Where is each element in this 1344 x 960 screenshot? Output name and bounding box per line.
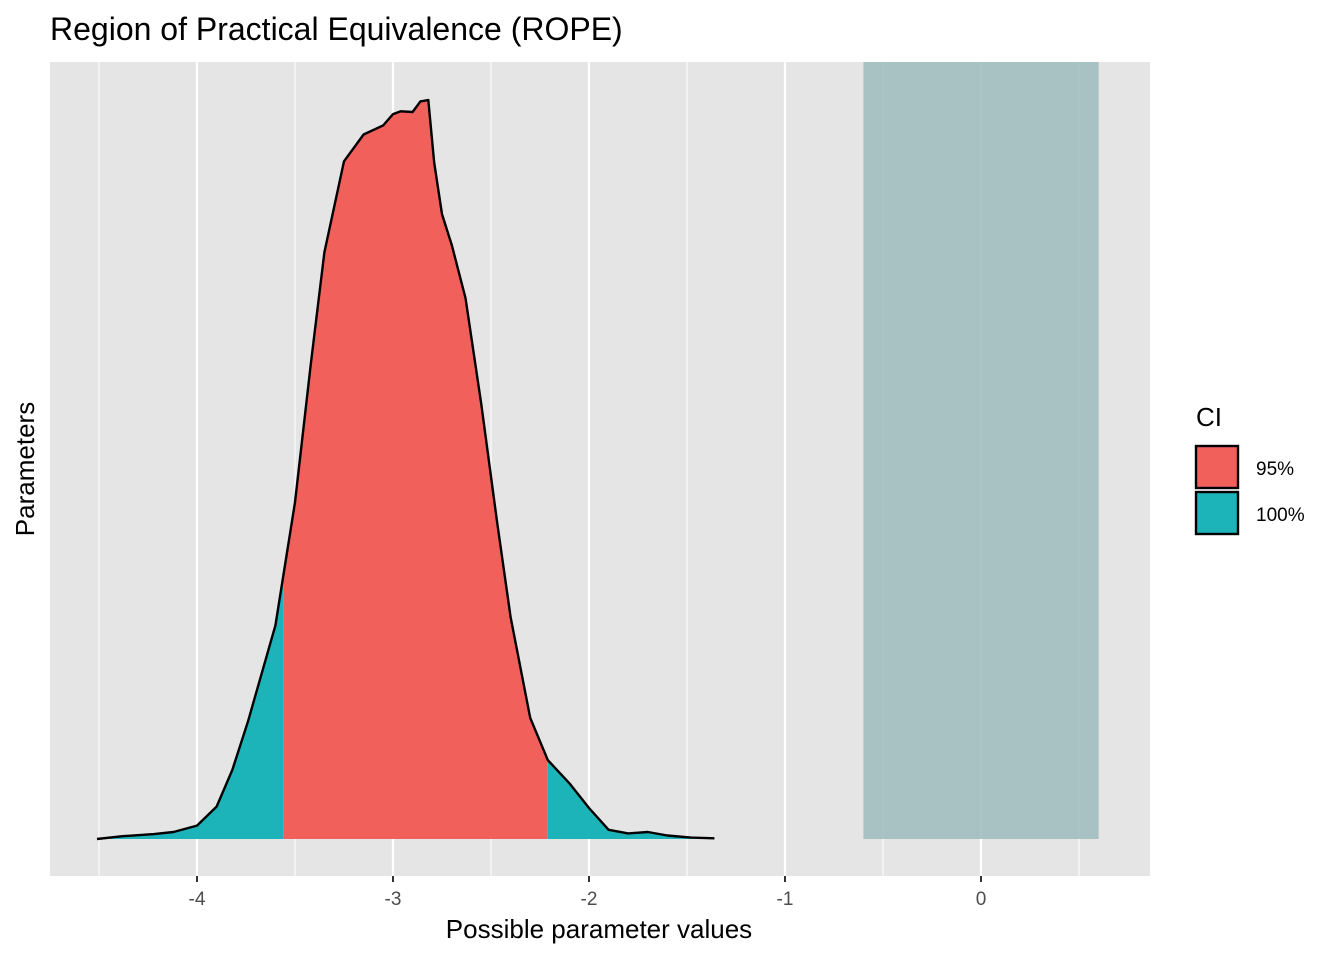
ci-95-area [283, 100, 548, 839]
rope-band [863, 62, 1099, 839]
legend: CI 95% 100% [1194, 402, 1305, 536]
y-axis-title: Parameters [10, 402, 40, 536]
legend-label-0: 95% [1256, 459, 1294, 480]
legend-key-0 [1194, 444, 1240, 490]
chart-title: Region of Practical Equivalence (ROPE) [50, 11, 623, 47]
density-layer [96, 98, 715, 841]
x-tick-label-3: -1 [777, 889, 794, 910]
x-tick-label-0: -4 [189, 889, 206, 910]
x-axis-ticks: -4 -3 -2 -1 0 [189, 876, 987, 910]
legend-key-1 [1194, 490, 1240, 536]
x-tick-label-4: 0 [976, 889, 987, 910]
x-axis-title: Possible parameter values [446, 914, 752, 944]
ci-100-left-area [97, 576, 284, 839]
x-tick-label-1: -3 [385, 889, 402, 910]
rope-layer [863, 62, 1099, 839]
legend-label-1: 100% [1256, 505, 1305, 526]
density-outline [96, 98, 715, 841]
ci-100-right-area [547, 760, 715, 839]
x-tick-label-2: -2 [581, 889, 598, 910]
legend-title: CI [1196, 402, 1222, 432]
